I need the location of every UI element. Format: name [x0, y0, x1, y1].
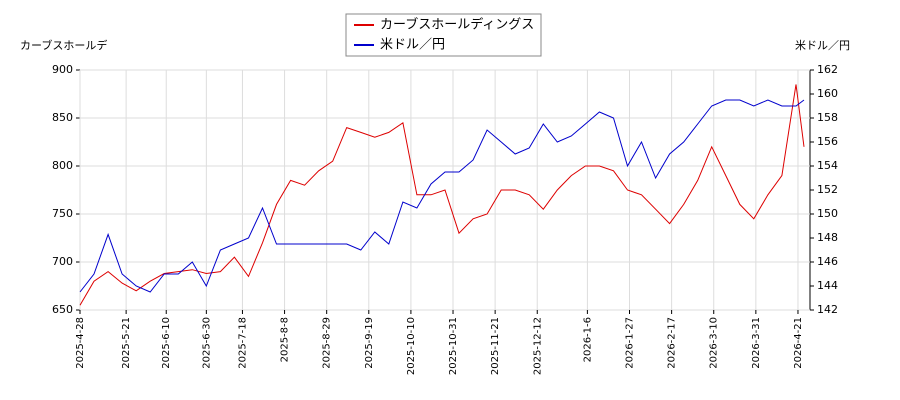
x-tick-label: 2025-10-10 [406, 317, 417, 375]
y2-tick-label: 152 [817, 183, 838, 196]
y-tick-label: 700 [52, 255, 73, 268]
x-tick-label: 2025-9-19 [364, 317, 375, 369]
x-tick-label: 2025-6-30 [201, 317, 212, 369]
x-tick-label: 2025-5-21 [121, 317, 132, 369]
y2-axis-title: 米ドル／円 [795, 39, 850, 52]
x-tick-label: 2025-8-29 [322, 317, 333, 369]
y-tick-label: 900 [52, 63, 73, 76]
y2-tick-label: 148 [817, 231, 838, 244]
y2-tick-label: 146 [817, 255, 838, 268]
series-line [79, 99, 805, 293]
y2-tick-label: 154 [817, 159, 838, 172]
y2-tick-label: 142 [817, 303, 838, 316]
x-tick-label: 2025-12-12 [532, 317, 543, 375]
x-tick-label: 2025-7-18 [237, 317, 248, 369]
x-tick-label: 2026-3-31 [751, 317, 762, 369]
x-tick-label: 2026-2-17 [667, 317, 678, 369]
y2-tick-label: 160 [817, 87, 838, 100]
y2-tick-label: 156 [817, 135, 838, 148]
y2-tick-label: 144 [817, 279, 838, 292]
x-tick-label: 2025-10-31 [448, 317, 459, 375]
x-tick-label: 2026-1-6 [582, 317, 593, 362]
y2-tick-label: 158 [817, 111, 838, 124]
y-axis-title: カーブスホールデ [20, 38, 107, 52]
legend-label: カーブスホールディングス [380, 17, 534, 33]
y-tick-label: 650 [52, 303, 73, 316]
x-tick-label: 2025-8-8 [280, 317, 291, 362]
series-line [79, 84, 805, 306]
legend-box [345, 13, 542, 57]
y-tick-label: 750 [52, 207, 73, 220]
legend-label: 米ドル／円 [380, 38, 445, 53]
x-tick-label: 2026-1-27 [625, 317, 636, 369]
y-tick-label: 800 [52, 159, 73, 172]
x-tick-label: 2025-11-21 [490, 317, 501, 375]
x-tick-label: 2026-4-21 [793, 317, 804, 369]
x-tick-label: 2026-3-10 [709, 317, 720, 369]
x-tick-label: 2025-6-10 [161, 317, 172, 369]
y-tick-label: 850 [52, 111, 73, 124]
y2-tick-label: 150 [817, 207, 838, 220]
y2-tick-label: 162 [817, 63, 838, 76]
x-tick-label: 2025-4-28 [75, 317, 86, 369]
